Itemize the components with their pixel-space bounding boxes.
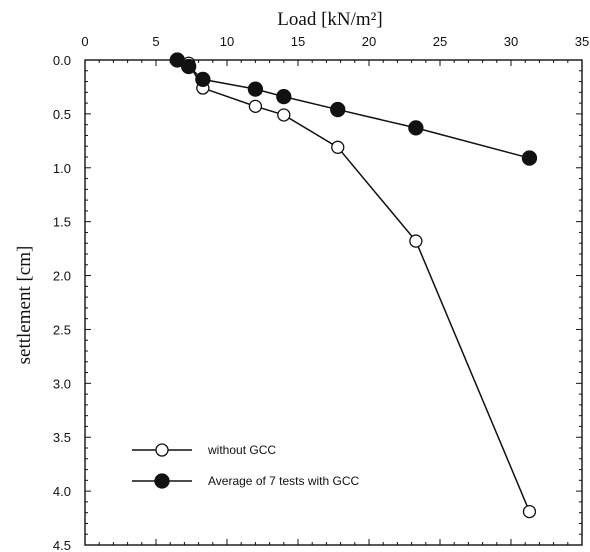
series-layer: [169, 52, 538, 519]
data-point-filled: [181, 58, 197, 75]
legend: without GCC Average of 7 tests with GCC: [132, 443, 360, 489]
series-line: [176, 59, 530, 159]
legend-label: Average of 7 tests with GCC: [208, 474, 360, 488]
axis-ticks: [84, 59, 583, 546]
data-point-open: [277, 108, 291, 122]
legend-marker-filled: [154, 473, 170, 489]
data-point-open: [522, 504, 537, 519]
legend-item: without GCC: [132, 443, 276, 457]
data-point-filled: [247, 81, 264, 97]
x-tick-label: 25: [433, 34, 447, 49]
data-point-filled: [521, 150, 538, 166]
x-tick-label: 0: [81, 34, 88, 49]
data-point-filled: [169, 52, 185, 68]
data-point-filled: [276, 88, 292, 105]
data-point-filled: [330, 101, 346, 118]
axis-tick-labels: 0 5 10 15 20 25 30 35 0.0 0.5 1.0 1.5 2.0 2.5 3.0 3.5 4.…: [53, 34, 589, 552]
y-tick-label: 1.0: [53, 161, 71, 176]
data-point-open: [331, 140, 345, 154]
legend-marker-open: [155, 443, 169, 457]
series-with-gcc: [169, 52, 538, 166]
y-tick-label: 4.0: [53, 484, 71, 499]
y-tick-label: 2.5: [53, 322, 71, 337]
x-tick-label: 35: [575, 34, 589, 49]
x-tick-label: 15: [291, 34, 305, 49]
x-tick-label: 10: [220, 34, 234, 49]
x-tick-label: 30: [504, 34, 518, 49]
y-tick-label: 2.0: [53, 269, 71, 284]
y-tick-label: 1.5: [53, 215, 71, 230]
plot-frame: [84, 59, 583, 546]
y-tick-label: 4.5: [53, 538, 71, 552]
y-tick-label: 0.5: [53, 107, 71, 122]
x-tick-label: 20: [362, 34, 376, 49]
legend-label: without GCC: [207, 443, 276, 457]
data-point-open: [409, 234, 423, 248]
data-point-open: [248, 99, 263, 113]
y-tick-label: 3.0: [53, 376, 71, 391]
y-tick-label: 3.5: [53, 430, 71, 445]
data-point-filled: [195, 71, 211, 88]
y-axis-title: settlement [cm]: [14, 246, 35, 365]
data-point-filled: [408, 120, 424, 136]
x-axis-title: Load [kN/m²]: [277, 9, 382, 30]
y-tick-label: 0.0: [53, 53, 71, 68]
x-tick-label: 5: [152, 34, 159, 49]
legend-item: Average of 7 tests with GCC: [132, 473, 360, 489]
